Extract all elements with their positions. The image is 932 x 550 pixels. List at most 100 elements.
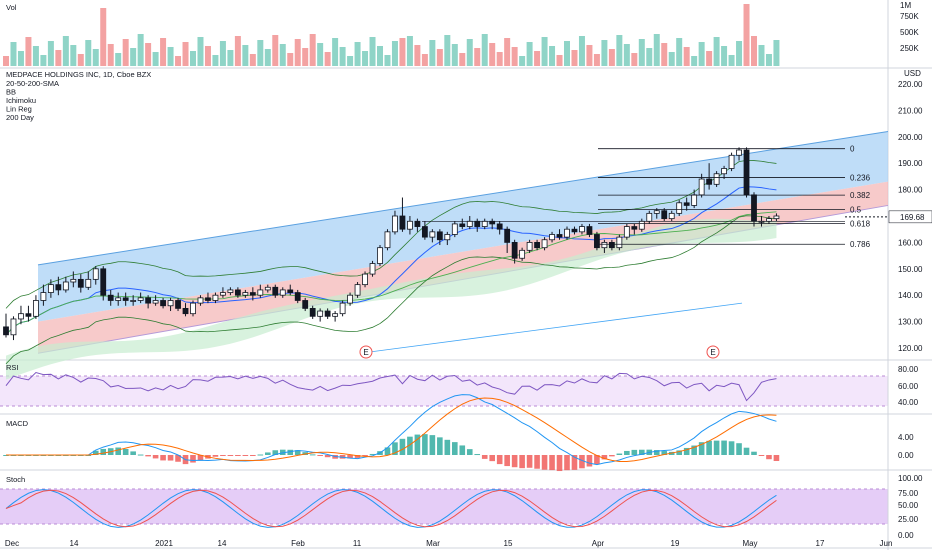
macd-tick-2: 0.00 (898, 451, 914, 460)
volume-bar (608, 49, 615, 66)
volume-bar (294, 39, 301, 66)
volume-bar (526, 42, 533, 66)
fib-label-0: 0 (850, 145, 855, 154)
earnings-marker-circle (706, 345, 720, 359)
volume-bar (182, 42, 189, 66)
volume-bar (234, 36, 241, 66)
rsi-tick-1: 60.00 (898, 382, 919, 391)
earnings-marker-circle (359, 345, 373, 359)
macd-histogram-bar (773, 455, 780, 462)
candle-body (489, 220, 496, 225)
volume-bar (339, 47, 346, 66)
macd-histogram-bar (549, 455, 555, 471)
macd-histogram-bar (354, 455, 361, 458)
macd-histogram-bar (564, 455, 570, 471)
macd-histogram-bar (766, 455, 772, 460)
x-tick-4: Feb (291, 539, 305, 548)
volume-bar (309, 34, 316, 66)
volume-bar (175, 56, 182, 66)
price-tick-130.00: 130.00 (898, 318, 923, 327)
macd-histogram-bar (384, 447, 391, 455)
fib-label-0.786: 0.786 (850, 240, 871, 249)
macd-histogram-bar (571, 455, 578, 470)
candle-body (399, 215, 406, 230)
stoch-k-line (5, 489, 777, 528)
candle-body (653, 210, 660, 214)
macd-histogram-bar (728, 441, 735, 455)
candle-body (751, 194, 757, 222)
macd-histogram-bar (220, 455, 226, 456)
macd-histogram-bar (706, 440, 712, 455)
volume-bar (751, 36, 757, 66)
candle-body (556, 234, 563, 238)
macd-histogram-bar (414, 434, 421, 455)
candle-body (85, 278, 92, 288)
candle-body (766, 218, 772, 222)
chart-axes: 120.00130.00140.00150.00160.00170.00180.… (5, 1, 932, 548)
volume-bar (122, 39, 129, 66)
macd-histogram-bar (661, 451, 668, 455)
candle-body (175, 300, 181, 309)
volume-bar (706, 51, 713, 66)
x-tick-8: Apr (592, 539, 605, 548)
volume-bar (152, 52, 159, 66)
fib-levels: 0 0.236 0.382 0.5 0.618 0.786 (422, 145, 888, 249)
candle-body (287, 289, 294, 293)
candle-body (534, 241, 540, 249)
volume-bar (279, 44, 286, 66)
candle-body (25, 313, 32, 317)
macd-panel-label: MACD (6, 419, 29, 428)
macd-histogram-bar (481, 455, 488, 459)
x-tick-5: 11 (353, 539, 362, 548)
volume-bar (369, 37, 376, 66)
macd-histogram-bar (272, 450, 279, 455)
macd-histogram-bar (579, 455, 585, 469)
candle-body (182, 307, 189, 315)
candle-body (661, 210, 668, 220)
candle-body (257, 289, 264, 296)
volume-bar (197, 37, 204, 66)
candle-body (541, 239, 548, 249)
candle-body (70, 278, 77, 283)
fib-label-0.382: 0.382 (850, 191, 871, 200)
macd-histogram-bar (227, 455, 234, 456)
volume-bar (242, 45, 249, 66)
volume-bar (616, 35, 623, 66)
candle-body (55, 284, 62, 291)
candle-body (698, 178, 705, 196)
candle-body (773, 215, 780, 220)
candle-body (145, 297, 152, 304)
candle-body (638, 220, 645, 230)
indicator-label-4: 200 Day (6, 113, 34, 122)
macd-histogram-bar (541, 455, 548, 470)
candle-body (212, 294, 219, 301)
chart-title: MEDPACE HOLDINGS INC, 1D, Cboe BZX (6, 70, 151, 79)
macd-histogram-bar (736, 443, 742, 455)
macd-histogram-bar (631, 449, 638, 455)
candle-body (279, 289, 286, 296)
volume-bar (496, 52, 503, 66)
candle-body (451, 223, 458, 235)
volume-bar (474, 48, 481, 66)
x-tick-3: 14 (218, 539, 227, 548)
volume-bar (399, 38, 406, 66)
candle-body (668, 212, 675, 220)
volume-bar (287, 53, 294, 66)
volume-bar (40, 55, 47, 66)
fib-label-0.618: 0.618 (850, 220, 871, 229)
candle-body (414, 220, 421, 227)
volume-bar (586, 45, 593, 66)
price-tick-120.00: 120.00 (898, 344, 923, 353)
volume-panel-label: Vol (6, 3, 17, 12)
macd-histogram-bar (459, 445, 466, 455)
volume-bar (391, 41, 398, 66)
indicator-label-1: BB (6, 88, 16, 97)
volume-bar (451, 44, 458, 66)
candle-body (190, 302, 196, 315)
macd-histogram-bar (100, 448, 107, 455)
macd-histogram-bar (152, 455, 159, 459)
candle-body (683, 202, 690, 206)
volume-bar (773, 40, 780, 66)
macd-histogram-bar (526, 455, 533, 468)
